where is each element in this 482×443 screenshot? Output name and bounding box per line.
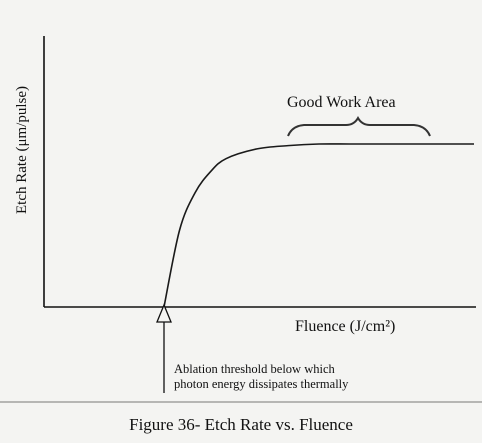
threshold-note-line-1: Ablation threshold below which <box>174 362 335 376</box>
y-axis-label: Etch Rate (μm/pulse) <box>14 86 30 214</box>
x-axis-label: Fluence (J/cm²) <box>295 318 395 335</box>
work-area-label: Good Work Area <box>287 94 396 111</box>
threshold-note-line-2: photon energy dissipates thermally <box>174 377 349 391</box>
series-line <box>163 143 474 308</box>
figure-caption: Figure 36- Etch Rate vs. Fluence <box>129 415 353 434</box>
work-area-brace <box>287 115 431 137</box>
